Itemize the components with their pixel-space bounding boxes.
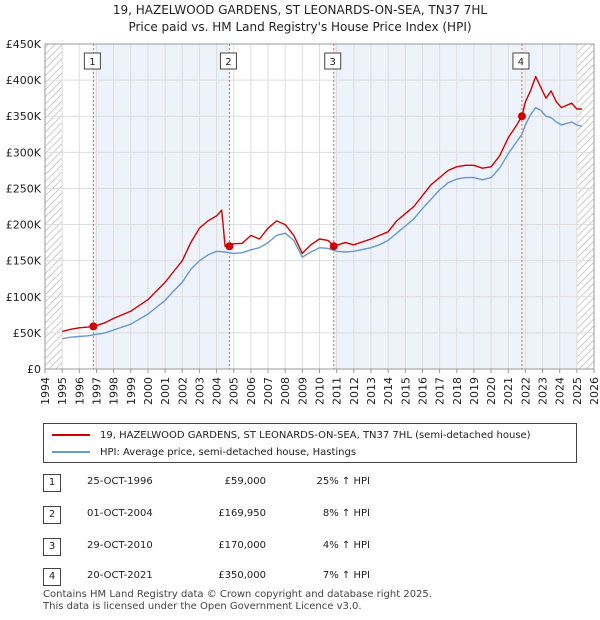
period-shade: [333, 44, 522, 369]
y-tick-label: £250K: [6, 182, 42, 195]
x-tick-label: 2011: [331, 377, 344, 405]
hatched-range: [45, 44, 63, 369]
x-tick-label: 1996: [73, 377, 86, 405]
x-tick-label: 2018: [451, 377, 464, 405]
x-tick-label: 1999: [125, 377, 138, 405]
x-tick-label: 2024: [554, 377, 567, 405]
sale-marker-box: [324, 52, 342, 70]
legend-label-property: 19, HAZELWOOD GARDENS, ST LEONARDS-ON-SE…: [100, 429, 531, 441]
x-tick-label: 2009: [296, 377, 309, 405]
x-tick-label: 2005: [228, 377, 241, 405]
y-tick-label: £400K: [6, 74, 42, 87]
sale-price: £169,950: [218, 508, 266, 519]
x-tick-label: 2002: [176, 377, 189, 405]
x-tick-label: 2021: [502, 377, 515, 405]
footer-note: Contains HM Land Registry data © Crown c…: [43, 589, 432, 613]
sales-row: 2 01-OCT-2004 £169,950 8% ↑ HPI: [0, 506, 600, 524]
sale-point: [517, 112, 526, 121]
x-tick-label: 2016: [416, 377, 429, 405]
y-tick-label: £350K: [6, 110, 42, 123]
x-tick-label: 2000: [142, 377, 155, 405]
sale-date: 29-OCT-2010: [87, 540, 153, 551]
sale-price: £170,000: [218, 540, 266, 551]
sale-marker-label: 3: [330, 57, 336, 68]
y-tick-label: £150K: [6, 255, 42, 268]
x-tick-label: 2015: [399, 377, 412, 405]
x-tick-label: 2025: [571, 377, 584, 405]
sale-marker-label: 4: [518, 57, 524, 68]
sales-row: 3 29-OCT-2010 £170,000 4% ↑ HPI: [0, 538, 600, 556]
sale-marker-box: [219, 52, 237, 70]
sale-hpi-change: 25% ↑ HPI: [316, 476, 370, 487]
chart-legend: 19, HAZELWOOD GARDENS, ST LEONARDS-ON-SE…: [43, 423, 577, 463]
sale-hpi-change: 7% ↑ HPI: [322, 570, 370, 581]
sale-point: [225, 242, 234, 251]
y-tick-label: £200K: [6, 219, 42, 232]
price-chart: £0 £50K £100K £150K £200K £250K £300K £350K £400…: [6, 38, 600, 405]
sale-number-badge: 4: [43, 568, 61, 586]
sale-number-badge: 3: [43, 538, 61, 556]
sale-date: 01-OCT-2004: [87, 508, 153, 519]
x-tick-label: 1997: [90, 377, 103, 405]
footer-line: Contains HM Land Registry data © Crown c…: [43, 589, 432, 600]
property-price-line: [62, 75, 582, 333]
x-tick-label: 2003: [193, 377, 206, 405]
period-shade: [521, 44, 577, 369]
y-tick-label: £300K: [6, 146, 42, 159]
x-tick-label: 2007: [262, 377, 275, 405]
sale-hpi-change: 8% ↑ HPI: [322, 508, 370, 519]
sales-row: 4 20-OCT-2021 £350,000 7% ↑ HPI: [0, 568, 600, 586]
hatched-range: [576, 44, 594, 369]
y-tick-label: £0: [27, 363, 41, 376]
sale-marker-label: 1: [89, 57, 95, 68]
legend-item-property: 19, HAZELWOOD GARDENS, ST LEONARDS-ON-SE…: [52, 427, 531, 443]
x-tick-label: 2008: [279, 377, 292, 405]
x-tick-label: 1995: [56, 377, 69, 405]
hpi-line: [62, 106, 583, 340]
x-tick-label: 2023: [537, 377, 550, 405]
sale-marker-box: [512, 52, 530, 70]
x-tick-label: 2026: [588, 377, 600, 405]
x-tick-label: 2010: [314, 377, 327, 405]
y-tick-label: £450K: [6, 38, 42, 51]
legend-item-hpi: HPI: Average price, semi-detached house,…: [52, 444, 356, 460]
x-tick-label: 2022: [519, 377, 532, 405]
footer-line: This data is licensed under the Open Gov…: [43, 601, 362, 612]
x-tick-label: 2001: [159, 377, 172, 405]
sale-price: £350,000: [218, 570, 266, 581]
chart-subtitle: Price paid vs. HM Land Registry's House …: [128, 20, 472, 34]
legend-swatch-property: [52, 434, 90, 436]
sale-number-badge: 2: [43, 506, 61, 524]
sale-hpi-change: 4% ↑ HPI: [322, 540, 370, 551]
y-tick-label: £100K: [6, 291, 42, 304]
y-tick-label: £50K: [13, 327, 42, 340]
x-tick-label: 2012: [348, 377, 361, 405]
x-tick-label: 1998: [108, 377, 121, 405]
sale-marker-box: [83, 52, 101, 70]
sale-point: [329, 242, 338, 251]
sale-date: 20-OCT-2021: [87, 570, 153, 581]
sales-row: 1 25-OCT-1996 £59,000 25% ↑ HPI: [0, 474, 600, 492]
sale-marker-label: 2: [225, 57, 231, 68]
x-tick-label: 1994: [39, 377, 52, 405]
x-tick-label: 2006: [245, 377, 258, 405]
x-tick-label: 2017: [434, 377, 447, 405]
x-tick-label: 2014: [382, 377, 395, 405]
period-shade: [93, 44, 230, 369]
x-tick-label: 2020: [485, 377, 498, 405]
legend-swatch-hpi: [52, 451, 90, 453]
x-tick-label: 2019: [468, 377, 481, 405]
x-tick-label: 2013: [365, 377, 378, 405]
x-tick-label: 2004: [211, 377, 224, 405]
sale-date: 25-OCT-1996: [87, 476, 153, 487]
legend-label-hpi: HPI: Average price, semi-detached house,…: [100, 446, 357, 458]
chart-title: 19, HAZELWOOD GARDENS, ST LEONARDS-ON-SE…: [112, 3, 488, 17]
sale-number-badge: 1: [43, 474, 61, 492]
sale-point: [89, 322, 98, 331]
sale-price: £59,000: [224, 476, 266, 487]
